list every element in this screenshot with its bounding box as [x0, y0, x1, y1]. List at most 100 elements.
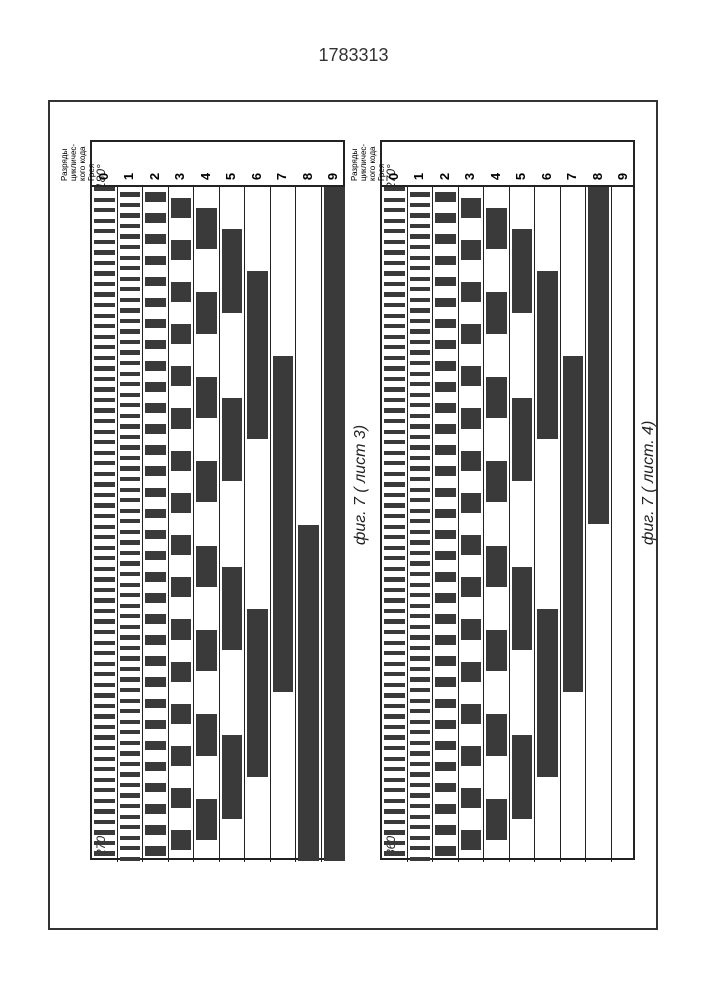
- code-segment: [461, 493, 482, 513]
- code-segment: [120, 677, 141, 681]
- code-segment: [384, 419, 405, 423]
- code-segment: [145, 466, 166, 476]
- tracks-container: [92, 187, 343, 862]
- code-segment: [145, 677, 166, 687]
- code-segment: [384, 735, 405, 739]
- code-segment: [120, 561, 141, 565]
- code-segment: [120, 414, 141, 418]
- track-label: 6: [249, 173, 264, 180]
- code-segment: [171, 198, 192, 218]
- code-segment: [435, 846, 456, 856]
- code-segment: [512, 735, 533, 818]
- code-segment: [410, 308, 431, 312]
- code-segment: [196, 546, 217, 587]
- code-segment: [94, 229, 115, 233]
- header-cell: Разряды цикличес- кого кода Грея: [382, 142, 633, 187]
- code-segment: [145, 825, 166, 835]
- code-segment: [171, 619, 192, 639]
- track-column-8: [296, 187, 322, 862]
- code-segment: [461, 282, 482, 302]
- code-segment: [461, 198, 482, 218]
- code-segment: [410, 625, 431, 629]
- code-segment: [120, 751, 141, 755]
- code-segment: [537, 609, 558, 777]
- code-segment: [94, 683, 115, 687]
- track-column-6: [245, 187, 271, 862]
- code-segment: [384, 672, 405, 676]
- code-segment: [410, 245, 431, 249]
- track-label: 7: [564, 173, 579, 180]
- code-segment: [384, 851, 405, 855]
- code-segment: [94, 419, 115, 423]
- code-disc-frame: Разряды цикличес- кого кода Грея180°270°…: [90, 140, 345, 860]
- code-segment: [196, 630, 217, 671]
- code-segment: [171, 577, 192, 597]
- diagram-sheet3: Разряды цикличес- кого кода Грея180°270°…: [90, 140, 345, 860]
- code-segment: [222, 567, 243, 650]
- code-segment: [94, 809, 115, 813]
- code-segment: [94, 461, 115, 465]
- code-segment: [435, 488, 456, 498]
- code-segment: [384, 408, 405, 412]
- code-segment: [94, 493, 115, 497]
- code-segment: [410, 741, 431, 745]
- code-segment: [384, 841, 405, 845]
- code-segment: [94, 841, 115, 845]
- code-segment: [512, 567, 533, 650]
- code-segment: [384, 482, 405, 486]
- code-segment: [94, 546, 115, 550]
- patent-number: 1783313: [318, 45, 388, 66]
- code-segment: [384, 250, 405, 254]
- code-segment: [410, 836, 431, 840]
- code-segment: [94, 746, 115, 750]
- code-segment: [120, 551, 141, 555]
- code-segment: [120, 477, 141, 481]
- code-segment: [94, 324, 115, 328]
- track-label: 8: [300, 173, 315, 180]
- code-segment: [120, 488, 141, 492]
- track-column-3: [459, 187, 485, 862]
- code-segment: [94, 630, 115, 634]
- code-segment: [120, 361, 141, 365]
- code-segment: [410, 445, 431, 449]
- code-segment: [410, 656, 431, 660]
- code-segment: [145, 319, 166, 329]
- code-segment: [120, 635, 141, 639]
- code-segment: [94, 303, 115, 307]
- code-segment: [384, 609, 405, 613]
- code-segment: [145, 720, 166, 730]
- code-segment: [120, 435, 141, 439]
- code-segment: [435, 635, 456, 645]
- code-segment: [410, 846, 431, 850]
- track-column-9: [322, 187, 348, 862]
- code-segment: [94, 503, 115, 507]
- code-segment: [410, 593, 431, 597]
- code-segment: [461, 662, 482, 682]
- code-segment: [384, 746, 405, 750]
- track-column-0: [92, 187, 118, 862]
- code-segment: [196, 714, 217, 755]
- code-segment: [384, 704, 405, 708]
- code-segment: [461, 788, 482, 808]
- code-segment: [410, 466, 431, 470]
- code-disc-frame: Разряды цикличес- кого кода Грея270°360°…: [380, 140, 635, 860]
- code-segment: [94, 651, 115, 655]
- code-segment: [145, 424, 166, 434]
- code-segment: [94, 219, 115, 223]
- code-segment: [435, 656, 456, 666]
- code-segment: [120, 646, 141, 650]
- code-segment: [94, 250, 115, 254]
- track-label: 4: [488, 173, 503, 180]
- code-segment: [120, 762, 141, 766]
- code-segment: [384, 630, 405, 634]
- code-segment: [384, 345, 405, 349]
- code-segment: [94, 292, 115, 296]
- code-segment: [486, 461, 507, 502]
- code-segment: [461, 408, 482, 428]
- code-segment: [171, 366, 192, 386]
- code-segment: [410, 551, 431, 555]
- code-segment: [171, 746, 192, 766]
- code-segment: [120, 730, 141, 734]
- code-segment: [410, 298, 431, 302]
- code-segment: [384, 377, 405, 381]
